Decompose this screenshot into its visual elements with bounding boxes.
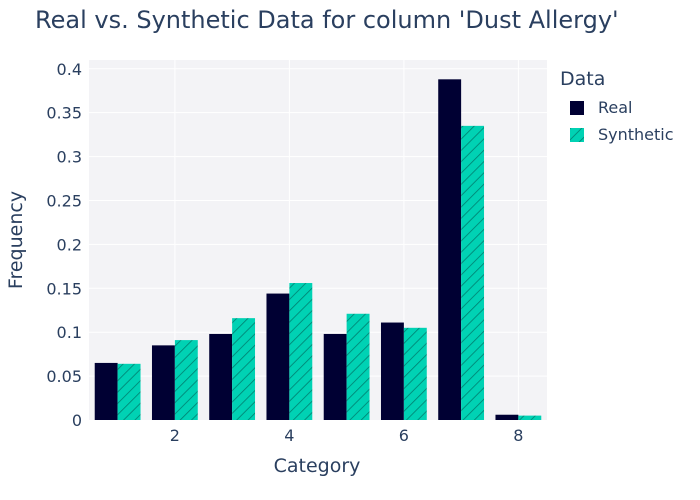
x-tick-label: 4 <box>284 426 294 445</box>
y-tick-label: 0 <box>72 411 82 430</box>
bar-synthetic-1[interactable] <box>117 363 141 420</box>
x-axis-label: Category <box>274 455 361 477</box>
bar-real-4[interactable] <box>266 293 290 420</box>
bar-synthetic-8[interactable] <box>518 415 542 420</box>
x-axis-ticks: 2 4 6 8 <box>170 426 524 445</box>
legend-swatch-synthetic <box>570 127 584 142</box>
bar-real-2[interactable] <box>151 345 175 420</box>
legend-item-synthetic[interactable]: Synthetic <box>560 121 674 148</box>
y-tick-label: 0.15 <box>46 279 82 298</box>
bar-real-8[interactable] <box>495 414 519 420</box>
bar-synthetic-3[interactable] <box>232 318 256 420</box>
legend-swatch-real <box>570 100 584 115</box>
bar-real-7[interactable] <box>438 79 462 420</box>
bar-real-3[interactable] <box>209 333 233 420</box>
y-tick-label: 0.4 <box>57 60 82 79</box>
bar-synthetic-2[interactable] <box>174 340 198 420</box>
y-tick-label: 0.2 <box>57 235 82 254</box>
y-axis-label: Frequency <box>5 191 27 289</box>
chart-title: Real vs. Synthetic Data for column 'Dust… <box>35 6 619 34</box>
bar-synthetic-7[interactable] <box>461 125 485 420</box>
y-tick-label: 0.05 <box>46 367 82 386</box>
bars <box>94 79 542 420</box>
bar-real-5[interactable] <box>323 333 347 420</box>
legend: Data Real Synthetic <box>560 68 674 148</box>
x-tick-label: 8 <box>513 426 523 445</box>
x-tick-label: 2 <box>170 426 180 445</box>
legend-title: Data <box>560 68 606 90</box>
y-tick-label: 0.1 <box>57 323 82 342</box>
bar-synthetic-4[interactable] <box>289 283 313 420</box>
bar-synthetic-6[interactable] <box>403 327 427 420</box>
bar-real-6[interactable] <box>380 322 404 420</box>
legend-label-real: Real <box>598 98 633 117</box>
legend-label-synthetic: Synthetic <box>598 125 674 144</box>
x-tick-label: 6 <box>399 426 409 445</box>
bar-real-1[interactable] <box>94 362 118 420</box>
y-tick-label: 0.3 <box>57 148 82 167</box>
bar-synthetic-5[interactable] <box>346 313 370 420</box>
legend-item-real[interactable]: Real <box>560 94 674 121</box>
y-tick-label: 0.25 <box>46 191 82 210</box>
y-axis-ticks: 0 0.05 0.1 0.15 0.2 0.25 0.3 0.35 0.4 <box>46 60 82 430</box>
y-tick-label: 0.35 <box>46 104 82 123</box>
